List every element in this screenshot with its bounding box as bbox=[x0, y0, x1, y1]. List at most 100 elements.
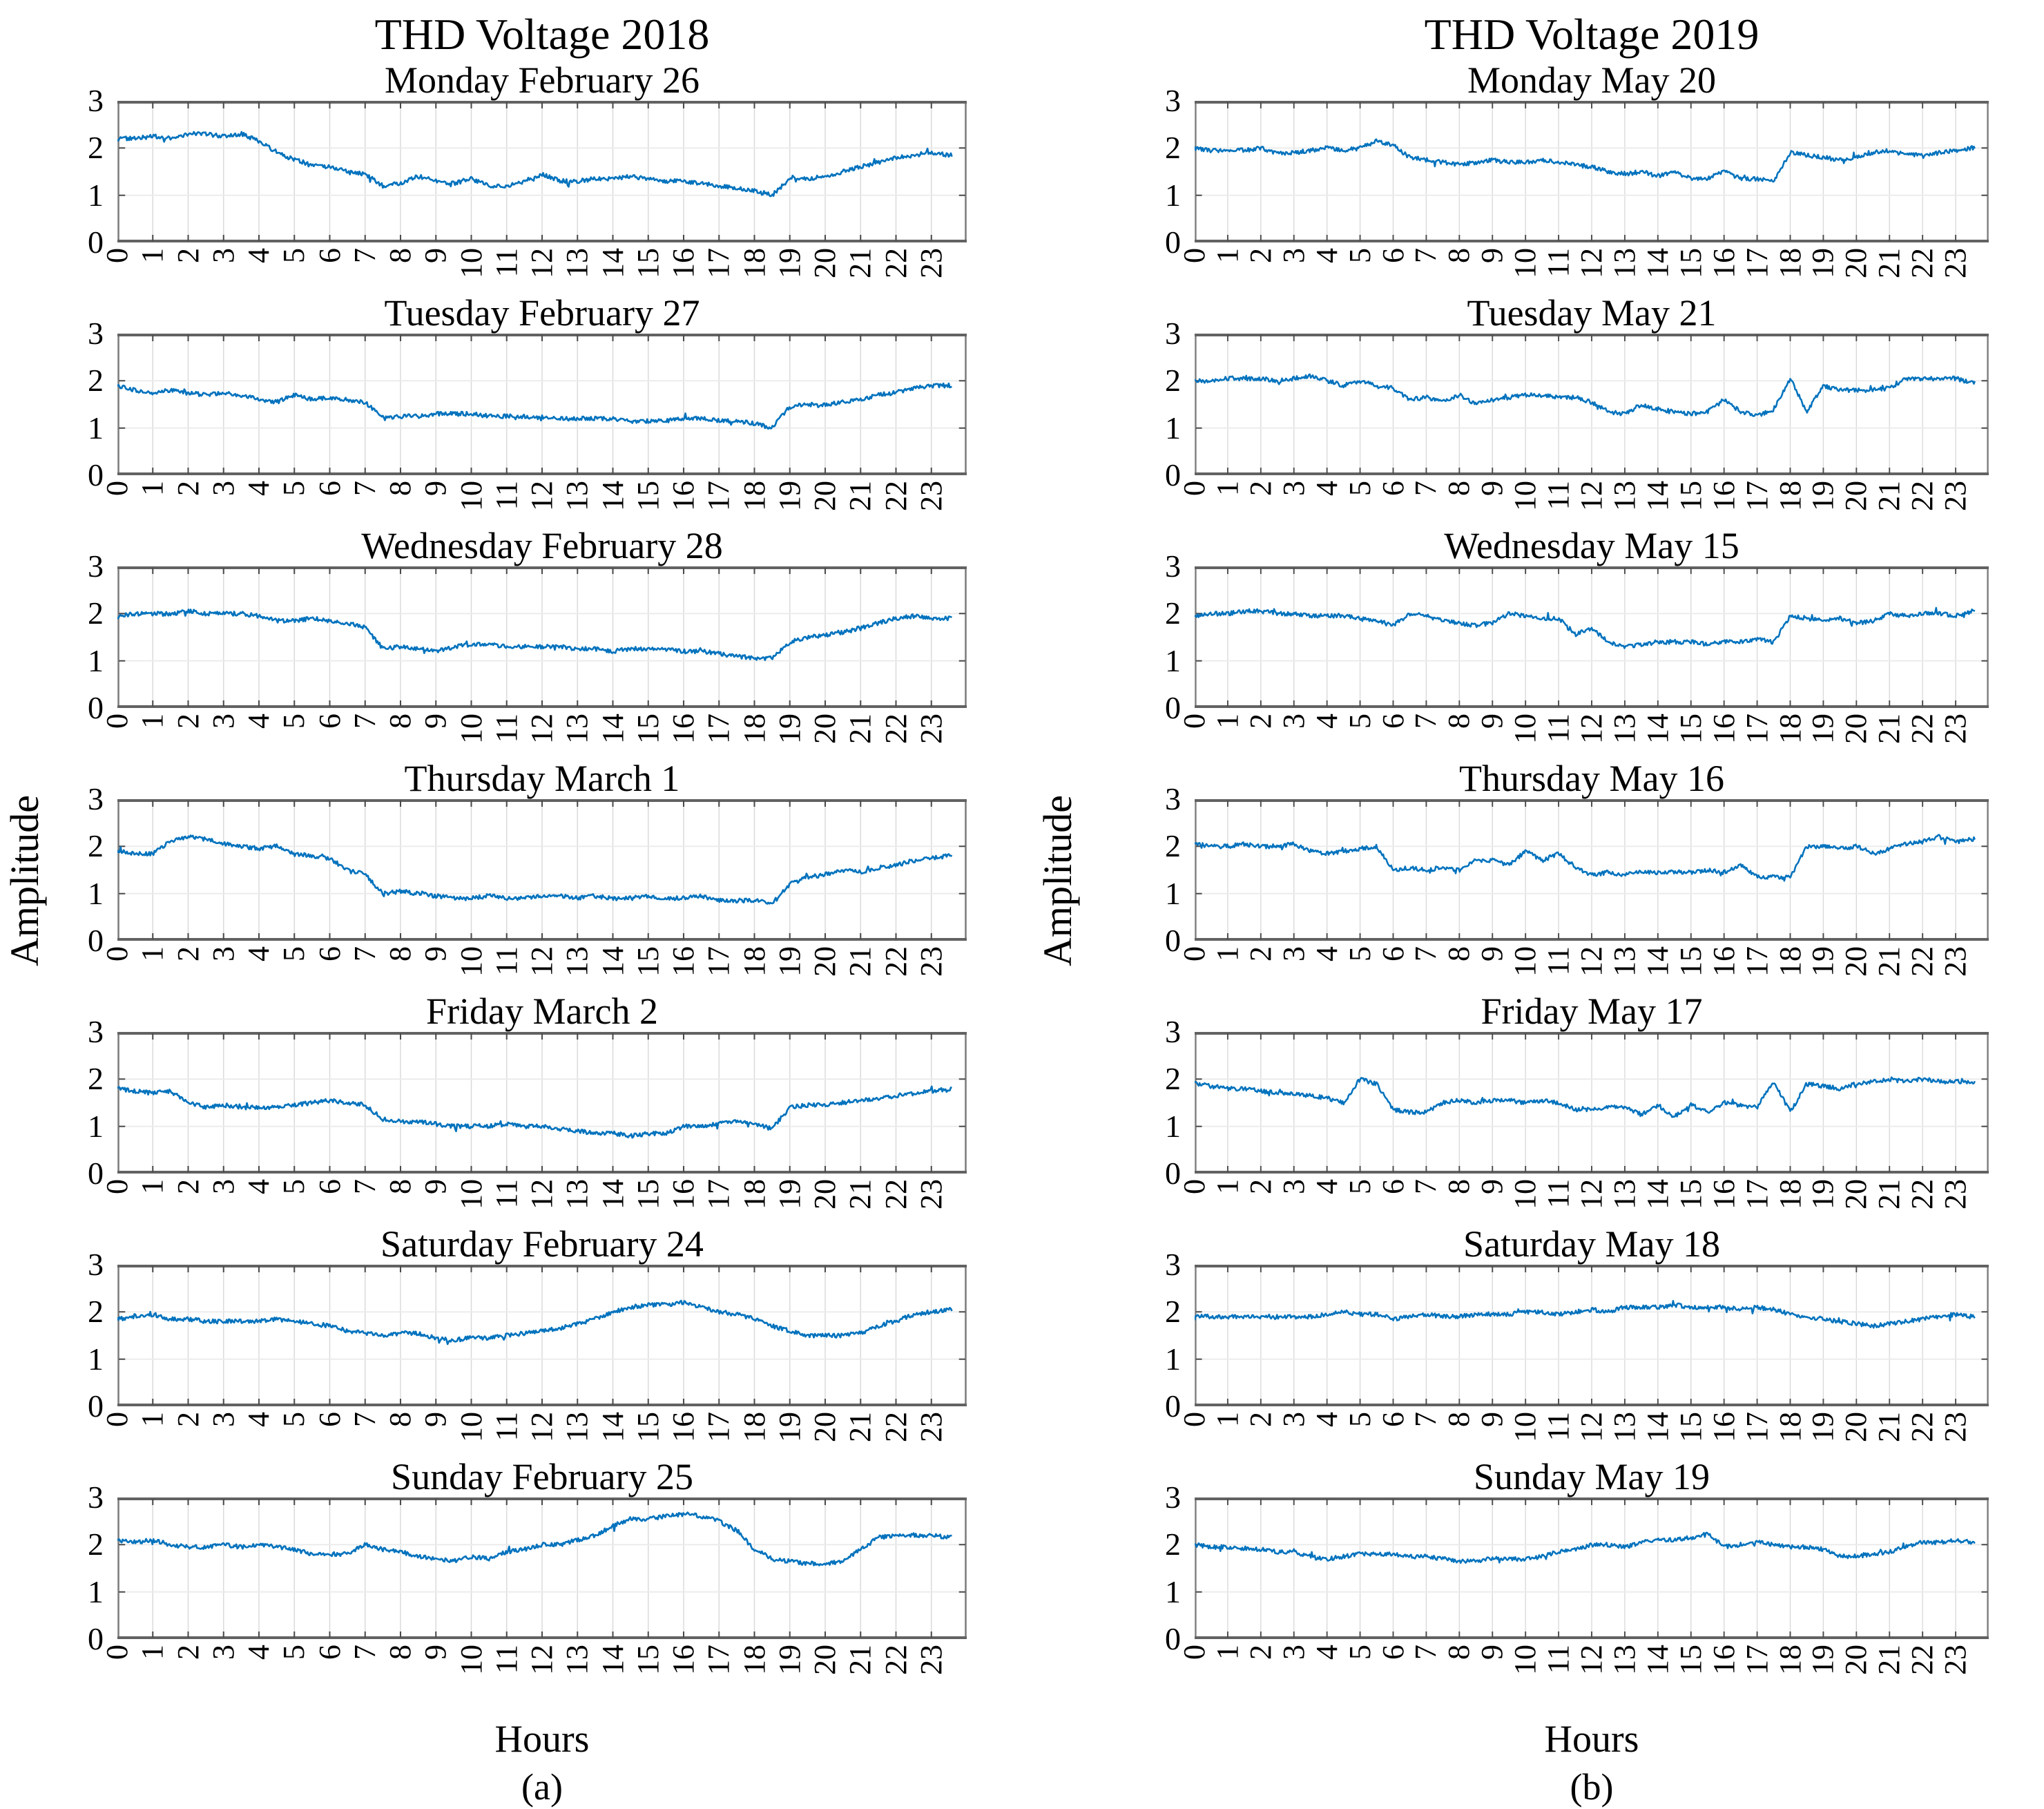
plot-canvas bbox=[1195, 1032, 1989, 1174]
series-line bbox=[1195, 373, 1976, 417]
x-tick-label: 1 bbox=[1210, 946, 1244, 961]
x-tick-label: 11 bbox=[489, 248, 523, 278]
x-tick-label: 14 bbox=[1640, 248, 1675, 278]
x-tick-label: 15 bbox=[630, 1645, 665, 1675]
figure-column-b: THD Voltage 2019 Monday May 20 0 1 2 3 0 1 2 3 4 5… bbox=[1022, 0, 2044, 1808]
x-tick-label: 1 bbox=[1210, 481, 1244, 496]
x-tick-label: 9 bbox=[1475, 248, 1510, 263]
x-tick-label: 7 bbox=[347, 1412, 382, 1427]
x-tick-label: 12 bbox=[525, 946, 559, 977]
x-tick-label: 10 bbox=[454, 1645, 488, 1675]
x-tick-label: 8 bbox=[1442, 1179, 1476, 1194]
subplot: Sunday May 19 0 1 2 3 0 1 2 3 4 5 6 7 8 9 10 11 12 13 14 15 1… bbox=[1022, 1456, 2044, 1689]
subplot: Tuesday May 21 0 1 2 3 0 1 2 3 4 5 6 7 8 9 10 11 12 13 14 15… bbox=[1022, 292, 2044, 525]
plot-canvas bbox=[1195, 799, 1989, 941]
x-tick-label: 0 bbox=[100, 714, 134, 729]
x-tick-label: 16 bbox=[666, 481, 700, 511]
x-tick-label: 13 bbox=[560, 248, 595, 278]
x-tick-label: 16 bbox=[666, 1412, 700, 1442]
x-tick-label: 4 bbox=[242, 714, 276, 729]
x-tick-label: 0 bbox=[1177, 1179, 1211, 1194]
plot-canvas bbox=[1195, 101, 1989, 242]
y-tick-label: 2 bbox=[1165, 828, 1181, 864]
y-tick-label: 2 bbox=[88, 1526, 104, 1562]
x-tick-label: 21 bbox=[843, 481, 878, 511]
y-tick-label: 0 bbox=[88, 224, 104, 260]
x-tick-label: 2 bbox=[171, 1412, 205, 1427]
x-tick-label: 21 bbox=[843, 1412, 878, 1442]
x-tick-label: 10 bbox=[454, 1179, 488, 1209]
x-tick-label: 2 bbox=[1243, 946, 1278, 961]
x-tick-label: 1 bbox=[1210, 1179, 1244, 1194]
x-tick-label: 16 bbox=[1706, 481, 1741, 511]
x-tick-label: 7 bbox=[1409, 946, 1443, 961]
y-tick-label: 0 bbox=[1165, 1388, 1181, 1424]
plots-a: Monday February 26 0 1 2 3 0 1 2 3 4 5 6 7 8 9 10 11 12 13… bbox=[0, 59, 1022, 1689]
x-tick-label: 4 bbox=[1309, 714, 1344, 729]
x-tick-label: 9 bbox=[1475, 1412, 1510, 1427]
x-tick-label: 0 bbox=[100, 481, 134, 496]
y-tick-label: 0 bbox=[88, 457, 104, 492]
subplot-title: Thursday May 16 bbox=[1459, 758, 1724, 799]
x-tick-label: 3 bbox=[206, 248, 240, 263]
series-line bbox=[117, 1299, 953, 1346]
x-tick-label: 20 bbox=[808, 714, 842, 744]
subplot: Friday May 17 0 1 2 3 0 1 2 3 4 5 6 7 8 9 10 11 12 13 14 15 1… bbox=[1022, 990, 2044, 1223]
x-tick-label: 12 bbox=[1574, 1645, 1608, 1675]
x-tick-label: 11 bbox=[489, 1179, 523, 1209]
x-tick-label: 10 bbox=[1508, 714, 1543, 744]
y-tick-label: 2 bbox=[88, 1061, 104, 1097]
x-tick-label: 12 bbox=[1574, 714, 1608, 744]
x-tick-label: 12 bbox=[1574, 248, 1608, 278]
x-tick-label: 20 bbox=[808, 1179, 842, 1209]
x-tick-label: 20 bbox=[808, 481, 842, 511]
y-axis-ticks: 0 1 2 3 bbox=[1131, 781, 1189, 958]
x-axis-ticks: 0 1 2 3 4 5 6 7 8 9 10 11 12 13 14 15 16 17 18 19 20 21 22 23 bbox=[1177, 941, 1989, 990]
x-tick-label: 6 bbox=[312, 481, 347, 496]
x-tick-label: 0 bbox=[100, 1179, 134, 1194]
x-tick-label: 14 bbox=[1640, 481, 1675, 511]
x-tick-label: 18 bbox=[737, 1179, 771, 1209]
x-tick-label: 7 bbox=[347, 248, 382, 263]
plots-b: Monday May 20 0 1 2 3 0 1 2 3 4 5 6 7 8 9 10 11 12 13 14 15 1… bbox=[1022, 59, 2044, 1689]
x-tick-label: 23 bbox=[914, 248, 948, 278]
x-tick-label: 15 bbox=[630, 248, 665, 278]
x-tick-label: 0 bbox=[1177, 714, 1211, 729]
y-tick-label: 3 bbox=[1165, 1480, 1181, 1515]
subplot-title: Thursday March 1 bbox=[404, 758, 680, 799]
x-axis-ticks: 0 1 2 3 4 5 6 7 8 9 10 11 12 13 14 15 16 17 18 19 20 21 22 23 bbox=[1177, 475, 1989, 525]
subplot: Monday February 26 0 1 2 3 0 1 2 3 4 5 6 7 8 9 10 11 12 13… bbox=[0, 59, 1022, 292]
x-tick-label: 12 bbox=[1574, 1412, 1608, 1442]
x-tick-label: 20 bbox=[1839, 946, 1873, 977]
y-tick-label: 0 bbox=[88, 923, 104, 958]
y-tick-label: 2 bbox=[1165, 1294, 1181, 1330]
x-tick-label: 14 bbox=[1640, 714, 1675, 744]
series-line bbox=[117, 609, 952, 661]
y-tick-label: 2 bbox=[1165, 595, 1181, 631]
y-axis-label-a: Amplitude bbox=[2, 794, 47, 967]
x-tick-label: 10 bbox=[1508, 248, 1543, 278]
x-tick-label: 10 bbox=[1508, 1412, 1543, 1442]
x-tick-label: 16 bbox=[666, 946, 700, 977]
x-tick-label: 18 bbox=[1773, 1645, 1807, 1675]
series-line bbox=[117, 1511, 952, 1567]
x-tick-label: 13 bbox=[1607, 1179, 1641, 1209]
x-tick-label: 5 bbox=[1342, 1412, 1377, 1427]
x-tick-label: 1 bbox=[135, 946, 170, 961]
x-tick-label: 15 bbox=[630, 1412, 665, 1442]
x-tick-label: 7 bbox=[1409, 1412, 1443, 1427]
x-tick-label: 14 bbox=[595, 1412, 630, 1442]
x-tick-label: 7 bbox=[1409, 248, 1443, 263]
y-axis-ticks: 0 1 2 3 bbox=[54, 1247, 112, 1424]
x-tick-label: 11 bbox=[1541, 1179, 1576, 1209]
x-tick-label: 23 bbox=[1938, 714, 1973, 744]
x-axis-ticks: 0 1 2 3 4 5 6 7 8 9 10 11 12 13 14 15 16 17 18 19 20 21 22 23 bbox=[1177, 1174, 1989, 1223]
x-tick-label: 8 bbox=[1442, 1645, 1476, 1660]
x-tick-label: 10 bbox=[454, 1412, 488, 1442]
x-tick-label: 12 bbox=[525, 1645, 559, 1675]
x-tick-label: 7 bbox=[1409, 1179, 1443, 1194]
x-tick-label: 2 bbox=[1243, 1179, 1278, 1194]
x-tick-label: 22 bbox=[1905, 1645, 1940, 1675]
